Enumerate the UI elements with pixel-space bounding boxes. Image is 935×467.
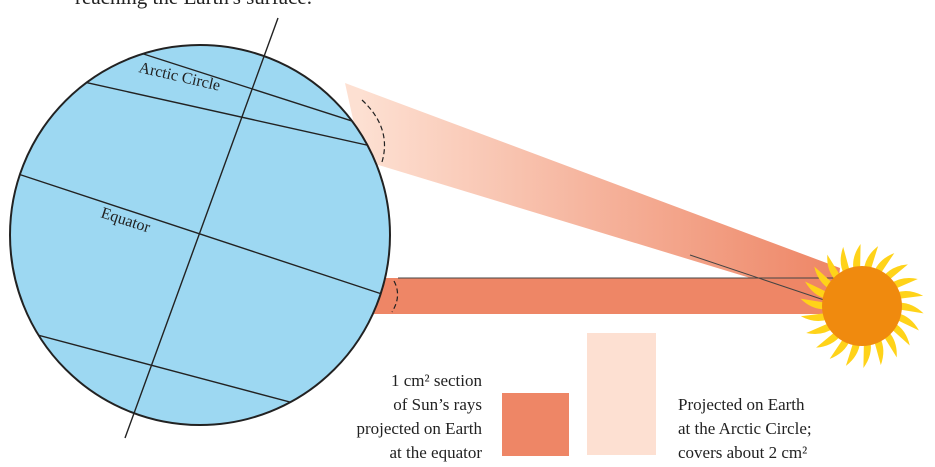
caption-line: projected on Earth (356, 419, 482, 438)
arctic-area-sample (587, 333, 656, 455)
caption-line: Projected on Earth (678, 395, 805, 414)
latitude-line (99, 45, 381, 131)
sun-ray (806, 322, 834, 334)
sun-ray (805, 281, 829, 300)
sun-ray (840, 246, 851, 275)
arctic-ray-band (345, 83, 840, 304)
caption-line: at the Arctic Circle; (678, 419, 812, 438)
sun-ray (863, 246, 879, 271)
arctic-circle-line (29, 69, 381, 149)
latitude-line (10, 324, 321, 411)
sun-ray (895, 291, 924, 300)
sun-ray (897, 302, 924, 314)
equator-contact-dashed (391, 280, 399, 313)
sun-ray (800, 298, 827, 310)
equator-ray-band (370, 278, 840, 314)
sun-ray (800, 312, 829, 321)
sun-icon (800, 244, 924, 368)
ray-edge-line (689, 254, 837, 305)
arctic-contact-dashed (361, 99, 386, 163)
equator-caption: 1 cm² section of Sun’s rays projected on… (356, 371, 482, 462)
caption-line: at the equator (389, 443, 482, 462)
sun-ray (853, 244, 861, 271)
sun-ray (890, 322, 910, 346)
sun-ray (873, 253, 895, 275)
earth-globe (9, 44, 391, 426)
sun-ray (895, 312, 919, 331)
top-text: reaching the Earth's surface. (75, 0, 312, 9)
sun-ray (863, 341, 871, 368)
caption-line: 1 cm² section (391, 371, 483, 390)
caption-line: covers about 2 cm² (678, 443, 807, 462)
equator-area-sample (502, 393, 569, 456)
sun-ray (890, 278, 918, 290)
sun-ray (829, 337, 851, 359)
sun-ray (873, 337, 884, 366)
caption-line: of Sun’s rays (393, 395, 482, 414)
arctic-caption: Projected on Earth at the Arctic Circle;… (678, 395, 812, 462)
sun-ray (845, 341, 861, 366)
earth-axis (124, 17, 279, 439)
sun-ray (814, 266, 834, 290)
